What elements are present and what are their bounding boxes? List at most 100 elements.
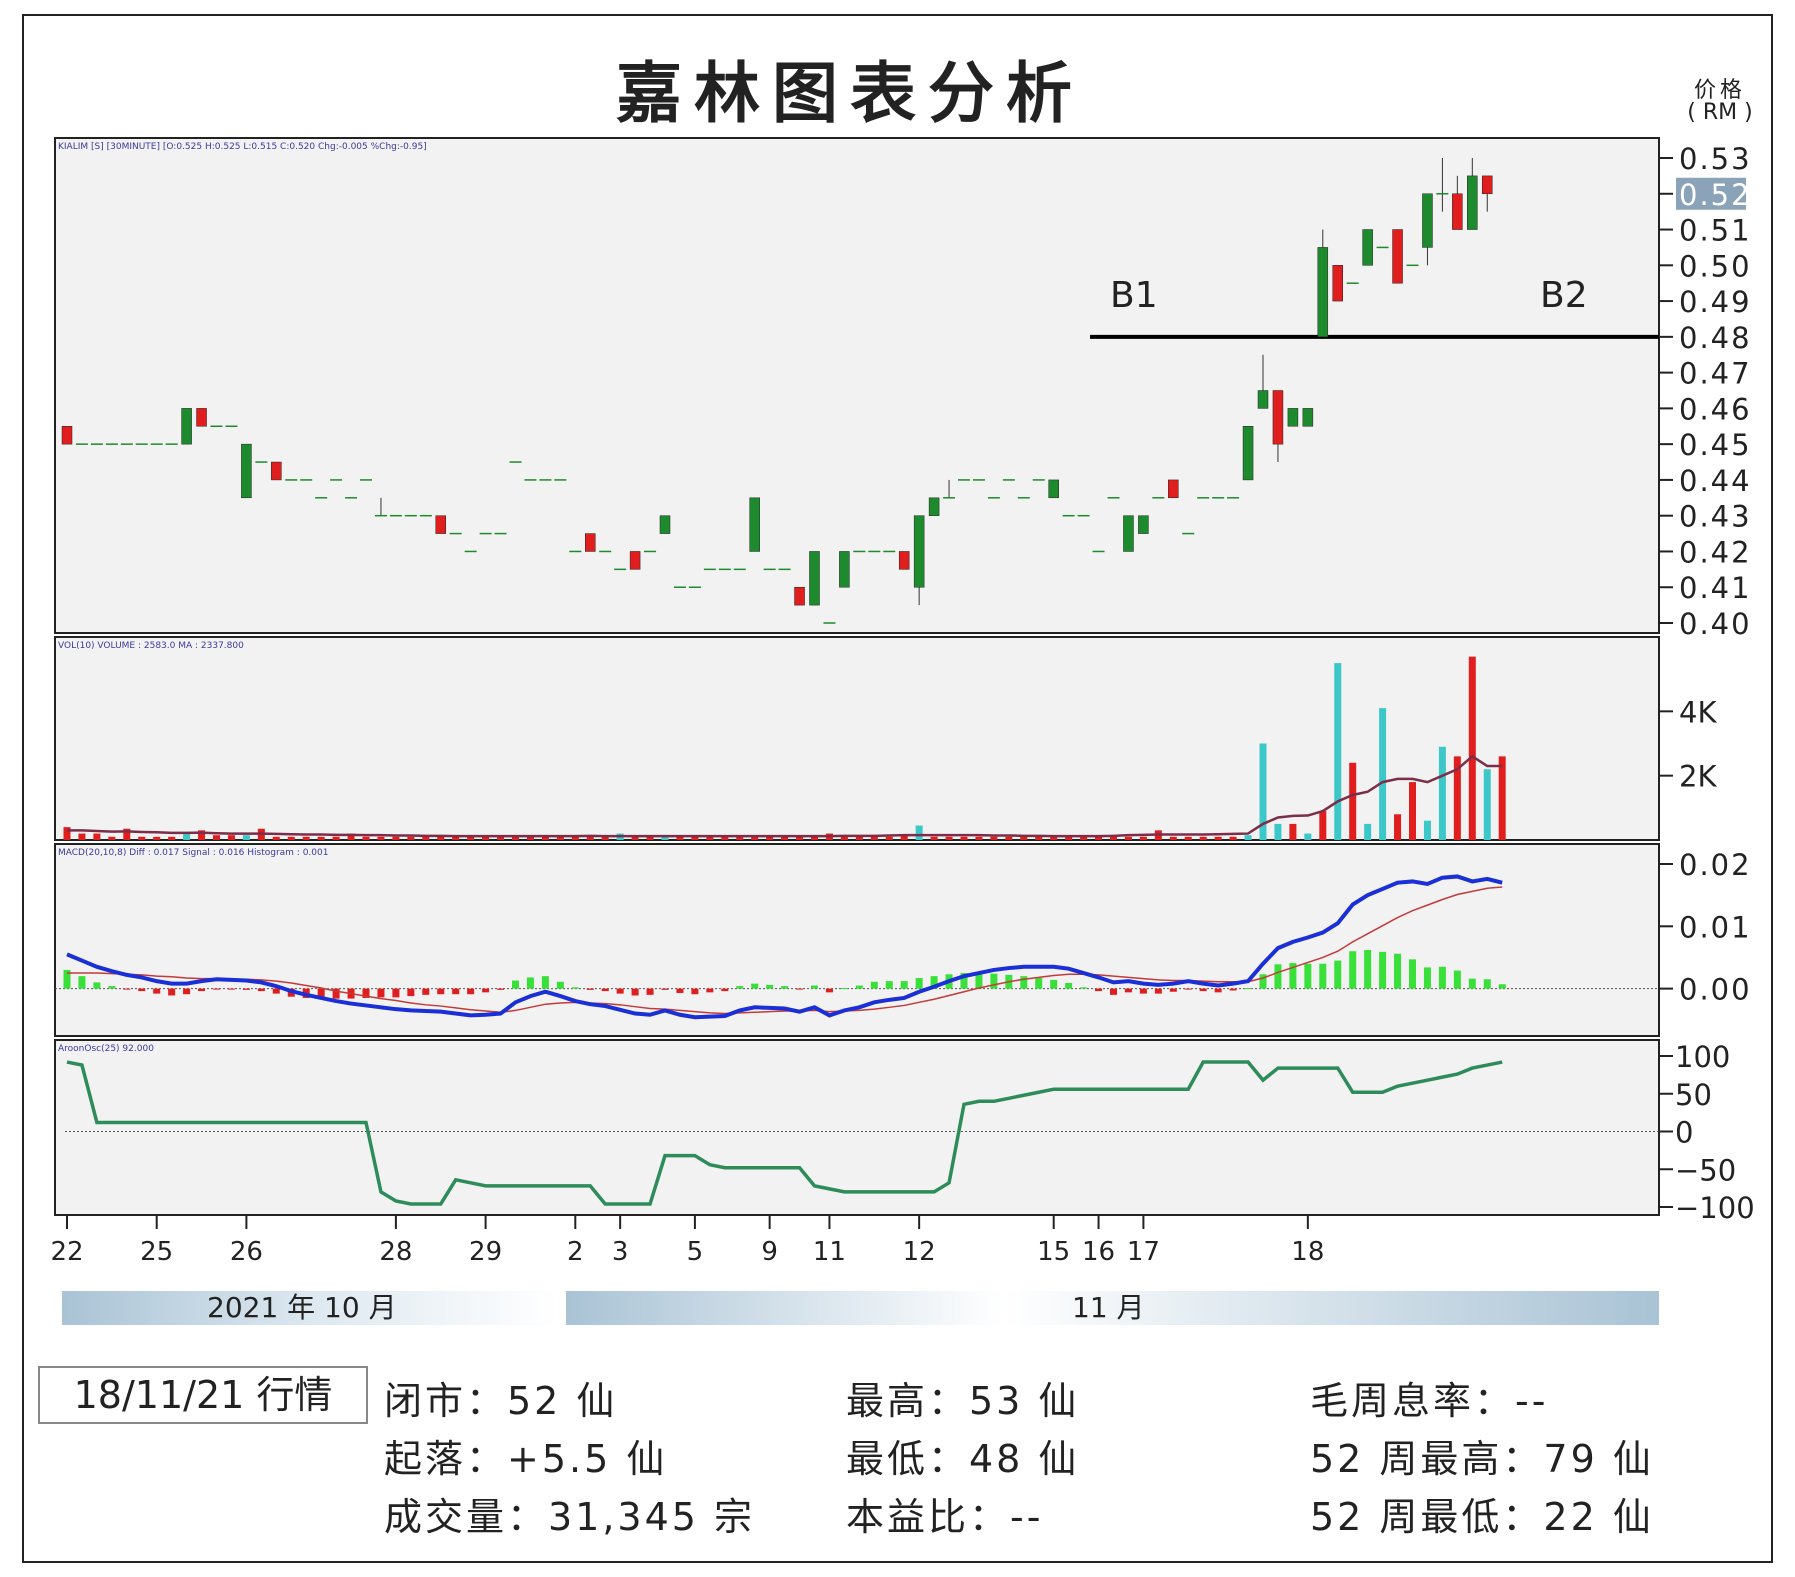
macd-histogram-bar (497, 988, 505, 990)
price-tick-label: 0.47 (1679, 357, 1752, 391)
macd-histogram-bar (900, 981, 908, 989)
volume-bar (1214, 836, 1222, 840)
macd-histogram-bar (1364, 949, 1372, 989)
volume-bar (1020, 836, 1028, 840)
macd-histogram-bar (691, 988, 699, 995)
candle-body (1392, 229, 1403, 284)
macd-histogram-bar (586, 988, 594, 990)
aroon-tick-label: 50 (1675, 1078, 1712, 1112)
date-tick-label: 15 (1037, 1237, 1070, 1267)
macd-histogram-bar (796, 988, 804, 990)
volume-bar (796, 836, 804, 840)
volume-bar (840, 836, 848, 840)
macd-histogram-bar (676, 988, 684, 993)
macd-histogram-bar (1124, 988, 1132, 993)
volume-bar (1005, 836, 1013, 840)
macd-tick-label: 0.01 (1679, 910, 1752, 944)
macd-histogram-bar (721, 988, 729, 992)
month-label-november: 11 月 (1072, 1291, 1145, 1324)
macd-histogram-bar (317, 988, 325, 999)
volume-bar (1364, 823, 1372, 840)
volume-bar (1334, 663, 1342, 840)
volume-bar (1095, 836, 1103, 840)
candle-body (794, 586, 805, 606)
current-price-highlight (1676, 177, 1746, 210)
macd-histogram-bar (213, 988, 220, 990)
price-tick-label: 0.45 (1679, 428, 1752, 462)
volume-bar (437, 836, 445, 840)
volume-bar (1229, 836, 1237, 840)
volume-bar (781, 836, 789, 840)
candle-body (809, 551, 820, 606)
volume-bar (960, 836, 968, 840)
volume-bar (945, 836, 953, 840)
macd-histogram-bar (781, 986, 789, 989)
macd-histogram-bar (1095, 988, 1103, 992)
volume-bar (601, 836, 609, 840)
macd-histogram-bar (227, 988, 235, 990)
volume-bar (1349, 762, 1357, 840)
macd-histogram-bar (526, 977, 534, 989)
macd-histogram-bar (1468, 978, 1476, 989)
macd-histogram-bar (1050, 979, 1058, 989)
price-tick-label: 0.43 (1679, 500, 1752, 534)
volume-bar (751, 836, 759, 840)
volume-tick-label: 4K (1679, 695, 1717, 729)
macd-tick-label: 0.02 (1679, 848, 1752, 882)
macd-histogram-bar (1483, 979, 1491, 989)
volume-bar (631, 836, 639, 840)
volume-bar (392, 836, 400, 840)
month-bar-november: 11 月 (566, 1291, 1659, 1325)
macd-histogram-bar (512, 980, 519, 989)
macd-histogram-bar (1379, 951, 1387, 989)
candle-body (749, 497, 760, 552)
aroon-line (66, 1060, 1503, 1206)
candle-body (1257, 390, 1269, 409)
volume-bar (1409, 782, 1416, 840)
candle-body (1287, 408, 1299, 427)
page-title: 嘉林图表分析 (616, 55, 1084, 132)
macd-histogram-bar (736, 986, 744, 989)
volume-bar (482, 836, 490, 840)
macd-signal-line (67, 886, 1503, 1015)
date-tick-label: 18 (1291, 1237, 1324, 1267)
macd-histogram-bar (108, 986, 116, 989)
volume-bar (1184, 836, 1192, 840)
level-label-b1: B1 (1110, 275, 1158, 316)
macd-histogram-bar (198, 988, 206, 992)
macd-histogram-bar (1423, 967, 1431, 989)
candle-body (659, 515, 671, 534)
stat-close: 闭市：52 仙 (384, 1379, 618, 1423)
volume-bar (1304, 833, 1312, 840)
date-tick-label: 11 (813, 1237, 846, 1267)
volume-bar (766, 836, 774, 840)
macd-histogram-bar (1080, 987, 1088, 989)
macd-histogram-bar (467, 988, 475, 995)
date-box: 18/11/21 行情 (38, 1366, 368, 1424)
volume-bar (870, 836, 878, 840)
candle-body (629, 551, 641, 570)
candle-body (898, 551, 910, 570)
date-tick-label: 25 (140, 1237, 173, 1267)
candle-body (913, 515, 925, 588)
macd-histogram-bar (1184, 988, 1192, 990)
price-tick-label: 0.53 (1679, 142, 1752, 176)
volume-bar (168, 836, 176, 840)
macd-histogram-bar (706, 988, 714, 993)
macd-histogram-bar (422, 988, 430, 995)
candle-body (1332, 265, 1343, 302)
volume-bar (556, 836, 564, 840)
macd-histogram-bar (362, 988, 370, 998)
candle-body (181, 408, 192, 445)
macd-histogram-bar (138, 988, 146, 992)
date-tick-label: 12 (903, 1237, 936, 1267)
volume-bar (1035, 836, 1043, 840)
price-tick-label: 0.41 (1679, 571, 1752, 605)
volume-bar (78, 833, 86, 840)
macd-histogram-bar (93, 982, 101, 989)
candle-body (1302, 408, 1314, 427)
candle-body (1123, 515, 1134, 552)
volume-bar (676, 836, 684, 840)
volume-bar (1065, 836, 1073, 840)
candle-body (1272, 390, 1284, 445)
